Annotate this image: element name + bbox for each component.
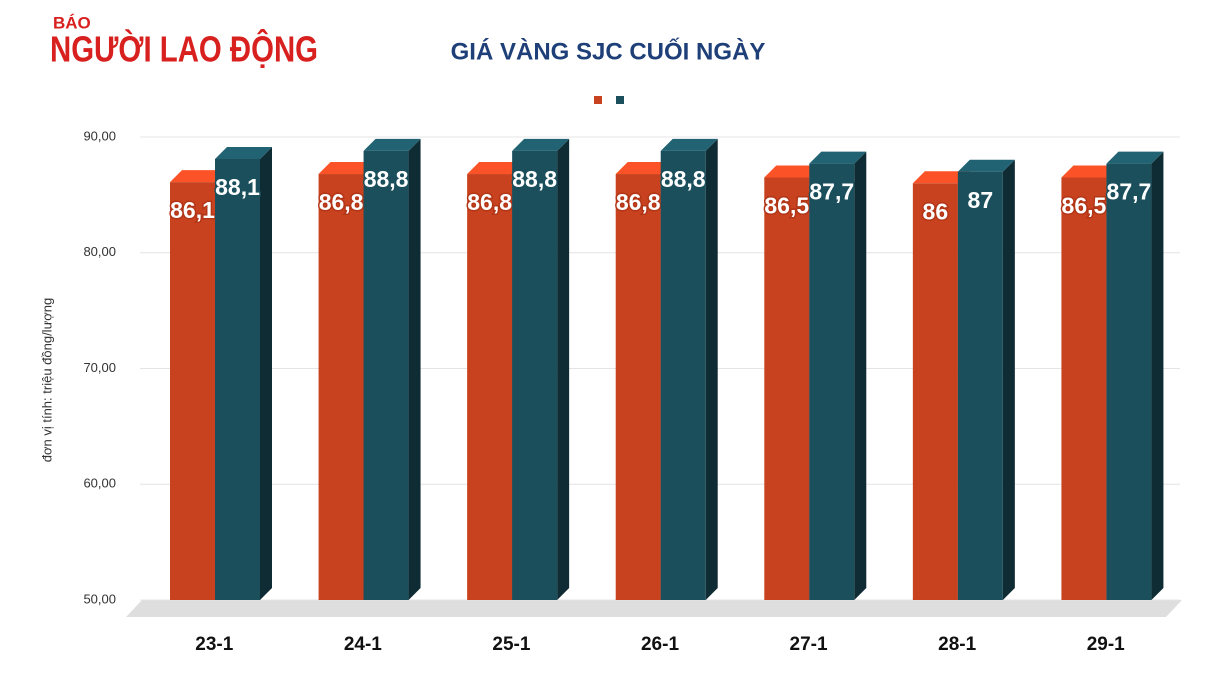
logo-main: NGƯỜI LAO ĐỘNG — [50, 28, 318, 70]
bar-top — [318, 162, 376, 175]
bar-top — [764, 165, 822, 178]
bar-top — [1061, 165, 1119, 178]
y-tick-label: 60,00 — [83, 476, 116, 491]
bar-top — [170, 170, 227, 183]
bar — [215, 158, 260, 600]
x-tick-label: 26-1 — [641, 634, 679, 655]
x-tick-label: 25-1 — [492, 634, 530, 655]
bar-side — [1002, 159, 1015, 600]
value-label: 88,8 — [661, 166, 706, 192]
bar-top — [1106, 151, 1164, 164]
chart-title: GIÁ VÀNG SJC CUỐI NGÀY — [451, 37, 766, 65]
value-label: 86,8 — [616, 189, 661, 215]
value-label: 86,8 — [319, 189, 364, 215]
value-label: 87 — [968, 187, 994, 213]
value-label: 87,7 — [809, 179, 854, 205]
bar-side — [557, 138, 570, 600]
bar-top — [467, 162, 525, 175]
legend-swatch — [616, 96, 624, 104]
value-label: 86,8 — [467, 189, 512, 215]
value-label: 88,1 — [215, 174, 260, 200]
bar — [512, 150, 558, 600]
bar — [809, 163, 855, 600]
bar — [170, 182, 215, 600]
x-tick-label: 28-1 — [938, 634, 976, 655]
bar — [764, 177, 810, 600]
bar — [1061, 177, 1107, 600]
bar-top — [957, 159, 1015, 172]
bar — [467, 174, 513, 601]
bar-side — [408, 138, 421, 600]
bar-side — [1151, 151, 1164, 600]
bar-top — [512, 138, 570, 151]
bar — [660, 150, 706, 600]
y-axis-label: đơn vị tính: triệu đồng/lượng — [39, 298, 54, 463]
value-label: 86,1 — [170, 197, 215, 223]
bar — [912, 183, 958, 601]
bar-side — [705, 138, 718, 600]
x-tick-label: 23-1 — [195, 634, 233, 655]
value-label: 86,5 — [1062, 193, 1107, 219]
floor — [126, 600, 1182, 617]
bar-side — [260, 146, 272, 600]
bar — [363, 150, 409, 600]
value-label: 86,5 — [764, 193, 809, 219]
bar-top — [615, 162, 673, 175]
y-tick-label: 70,00 — [83, 360, 116, 375]
x-tick-label: 27-1 — [790, 634, 828, 655]
bar — [318, 174, 364, 601]
bar — [957, 171, 1003, 600]
bar — [615, 174, 661, 601]
bar-side — [854, 151, 867, 600]
bar-top — [912, 171, 970, 184]
bar-top — [363, 138, 421, 151]
value-label: 87,7 — [1107, 179, 1152, 205]
value-label: 88,8 — [364, 166, 409, 192]
y-tick-label: 90,00 — [83, 128, 116, 143]
value-label: 86 — [923, 198, 949, 224]
x-tick-label: 24-1 — [344, 634, 382, 655]
value-label: 88,8 — [512, 166, 557, 192]
legend-swatch — [594, 96, 602, 104]
bar-top — [215, 146, 272, 159]
bar-top — [809, 151, 867, 164]
y-tick-label: 80,00 — [83, 244, 116, 259]
x-tick-label: 29-1 — [1087, 634, 1125, 655]
y-tick-label: 50,00 — [83, 591, 116, 606]
bar — [1106, 163, 1152, 600]
bar-top — [660, 138, 718, 151]
logo-small: BÁO — [53, 13, 91, 32]
